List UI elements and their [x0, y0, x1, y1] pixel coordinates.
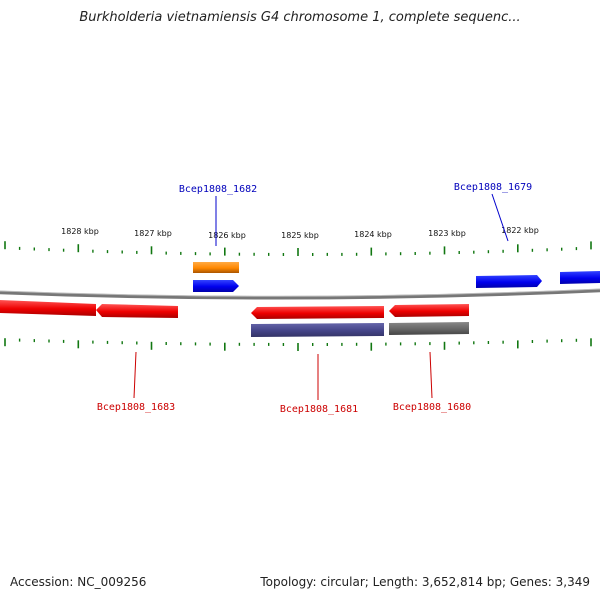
gene-label-1680[interactable]: Bcep1808_1680 — [393, 402, 471, 413]
gene-label-1682[interactable]: Bcep1808_1682 — [179, 184, 257, 195]
chromosome-backbone — [0, 288, 600, 300]
gene-label-1681[interactable]: Bcep1808_1681 — [280, 404, 358, 415]
tick-label-1824: 1824 kbp — [354, 230, 392, 239]
orange-feature[interactable] — [193, 262, 239, 273]
gray-feature[interactable] — [389, 322, 469, 335]
leader-1680 — [429, 351, 433, 399]
gene-bcep1808-1681[interactable] — [251, 306, 384, 319]
gene-bcep1808-1680[interactable] — [389, 304, 469, 317]
scale-labels: 1828 kbp 1827 kbp 1826 kbp 1825 kbp 1824… — [61, 226, 539, 240]
tick-label-1825: 1825 kbp — [281, 231, 319, 240]
accession-text: Accession: NC_009256 — [10, 575, 147, 589]
gene-label-1683[interactable]: Bcep1808_1683 — [97, 402, 175, 413]
leader-1679 — [491, 193, 509, 242]
reverse-strand-features — [0, 300, 469, 337]
gene-blue-right[interactable] — [560, 271, 600, 284]
tick-label-1823: 1823 kbp — [428, 229, 466, 238]
gene-bcep1808-1683[interactable] — [96, 304, 178, 318]
forward-strand-features — [193, 262, 600, 292]
purple-feature[interactable] — [251, 323, 384, 337]
summary-text: Topology: circular; Length: 3,652,814 bp… — [260, 575, 590, 589]
tick-label-1828: 1828 kbp — [61, 227, 99, 236]
tick-label-1827: 1827 kbp — [134, 229, 172, 238]
label-leaders — [133, 193, 509, 400]
gene-label-1679[interactable]: Bcep1808_1679 — [454, 182, 532, 193]
leader-1683 — [133, 351, 137, 399]
tick-label-1822: 1822 kbp — [501, 226, 539, 235]
tick-label-1826: 1826 kbp — [208, 231, 246, 240]
gene-red-left[interactable] — [0, 300, 96, 316]
scale-ticks-outer — [4, 241, 592, 256]
gene-bcep1808-1682[interactable] — [193, 280, 239, 292]
gene-bcep1808-1679[interactable] — [476, 275, 542, 288]
scale-ticks-inner — [4, 338, 592, 351]
map-title: Burkholderia vietnamiensis G4 chromosome… — [79, 10, 521, 25]
